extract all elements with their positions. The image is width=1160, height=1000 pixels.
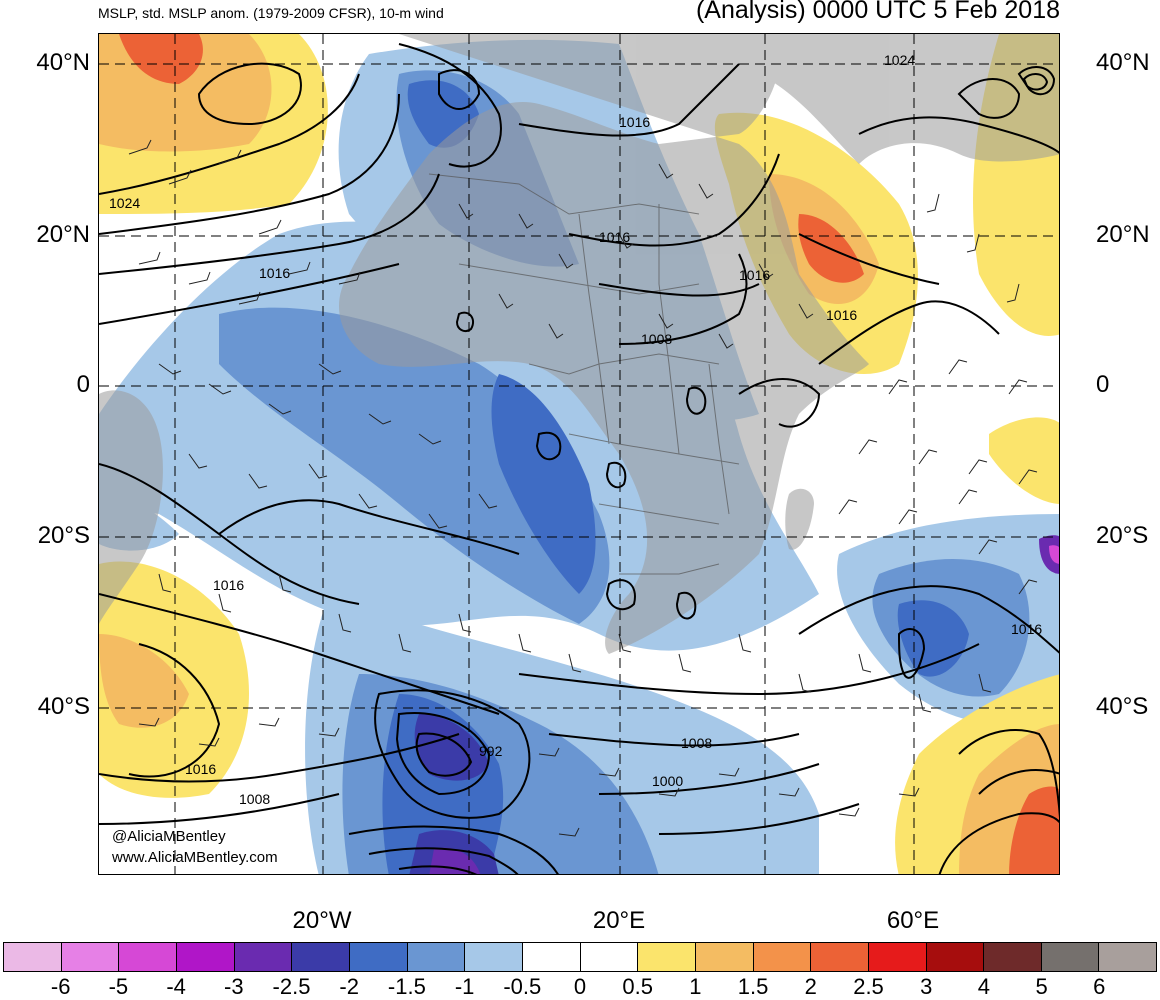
colorbar-swatch — [61, 943, 120, 971]
colorbar-label: -4 — [166, 974, 186, 999]
colorbar-label: -3 — [224, 974, 244, 999]
colorbar-swatch — [1041, 943, 1100, 971]
colorbar-label: -6 — [50, 974, 71, 999]
colorbar-label: 4 — [977, 974, 991, 999]
colorbar-label: 0.5 — [622, 974, 653, 999]
wind-barbs — [128, 139, 1038, 837]
isobar-label: 1008 — [641, 331, 672, 347]
colorbar-swatch — [234, 943, 293, 971]
isobar-label: 1016 — [599, 229, 630, 245]
lat-label-left: 40°N — [36, 49, 90, 76]
colorbar-swatch — [292, 943, 350, 971]
land-masses — [99, 34, 1059, 654]
colorbar-label: 1 — [689, 974, 702, 999]
isobar-labels: 1024 1016 1016 1016 1008 1016 1024 1016 … — [109, 52, 1042, 807]
lat-label-left: 20°N — [36, 221, 90, 248]
isobar-label: 1008 — [239, 791, 270, 807]
map-description: MSLP, std. MSLP anom. (1979-2009 CFSR), … — [98, 5, 444, 21]
isobar-label: 1016 — [826, 307, 857, 323]
colorbar-label: -1 — [454, 974, 475, 999]
colorbar-swatch — [349, 943, 408, 971]
colorbar-swatch — [695, 943, 754, 971]
analysis-time: (Analysis) 0000 UTC 5 Feb 2018 — [695, 0, 1060, 24]
isobar-label: 1008 — [681, 735, 712, 751]
lat-label-right: 20°S — [1096, 522, 1149, 549]
colorbar-swatch — [984, 943, 1042, 971]
lon-label: 20°W — [292, 907, 352, 934]
colorbar-swatch — [580, 943, 639, 971]
colorbar-label: 2.5 — [853, 974, 884, 999]
colorbar-swatch — [522, 943, 581, 971]
isobar-label: 1016 — [259, 265, 290, 281]
colorbar-swatch — [868, 943, 927, 971]
colorbar-swatch — [4, 943, 62, 971]
credit-website: www.AliciaMBentley.com — [112, 849, 278, 866]
colorbar-label: 0 — [573, 974, 587, 999]
isobar-label: 1024 — [884, 52, 915, 68]
lat-label-right: 40°N — [1096, 49, 1150, 76]
colorbar-swatch — [465, 943, 523, 971]
isobars — [99, 43, 1059, 874]
colorbar-labels: -6 -5 -4 -3 -2.5 -2 -1.5 -1 -0.5 0 0.5 1 1.5 2 2.5 3 4 5 6 — [3, 974, 1157, 999]
isobar-label: 1016 — [185, 761, 216, 777]
lat-label-left: 40°S — [37, 693, 90, 720]
isobar-label: 1016 — [213, 577, 244, 593]
colorbar-label: 3 — [920, 974, 933, 999]
colorbar-label: 2 — [804, 974, 817, 999]
credit-twitter: @AliciaMBentley — [112, 828, 226, 845]
isobar-label: 992 — [479, 743, 503, 759]
isobar-label: 1024 — [109, 195, 140, 211]
colorbar-label: -1.5 — [387, 974, 426, 999]
colorbar-swatch — [1099, 943, 1157, 971]
colorbar-swatch — [926, 943, 985, 971]
colorbar-label: -5 — [108, 974, 129, 999]
lat-label-right: 20°N — [1096, 221, 1150, 248]
colorbar-swatch — [119, 943, 177, 971]
colorbar-label: -0.5 — [503, 974, 542, 999]
colorbar-label: 5 — [1035, 974, 1048, 999]
colorbar-swatch — [638, 943, 696, 971]
colorbar-swatch — [407, 943, 466, 971]
colorbar-label: -2 — [339, 974, 359, 999]
lon-label: 20°E — [592, 907, 646, 934]
colorbar-label: 1.5 — [737, 974, 769, 999]
isobar-label: 1016 — [739, 267, 770, 283]
isobar-label: 1000 — [652, 773, 683, 789]
colorbar-label: -2.5 — [272, 974, 311, 999]
colorbar-swatch — [811, 943, 869, 971]
weather-map: 1024 1016 1016 1016 1008 1016 1024 1016 … — [98, 33, 1060, 875]
lat-label-right: 40°S — [1096, 693, 1149, 720]
colorbar-swatch — [176, 943, 235, 971]
isobar-label: 1016 — [619, 114, 650, 130]
colorbar — [3, 942, 1157, 972]
lat-label-right: 0 — [1096, 371, 1110, 398]
lon-label: 60°E — [886, 907, 940, 934]
isobar-label: 1016 — [1011, 621, 1042, 637]
lat-label-left: 0 — [76, 371, 90, 398]
colorbar-swatch — [753, 943, 812, 971]
lat-label-left: 20°S — [37, 522, 90, 549]
colorbar-label: 6 — [1093, 974, 1106, 999]
political-borders — [428, 173, 740, 575]
